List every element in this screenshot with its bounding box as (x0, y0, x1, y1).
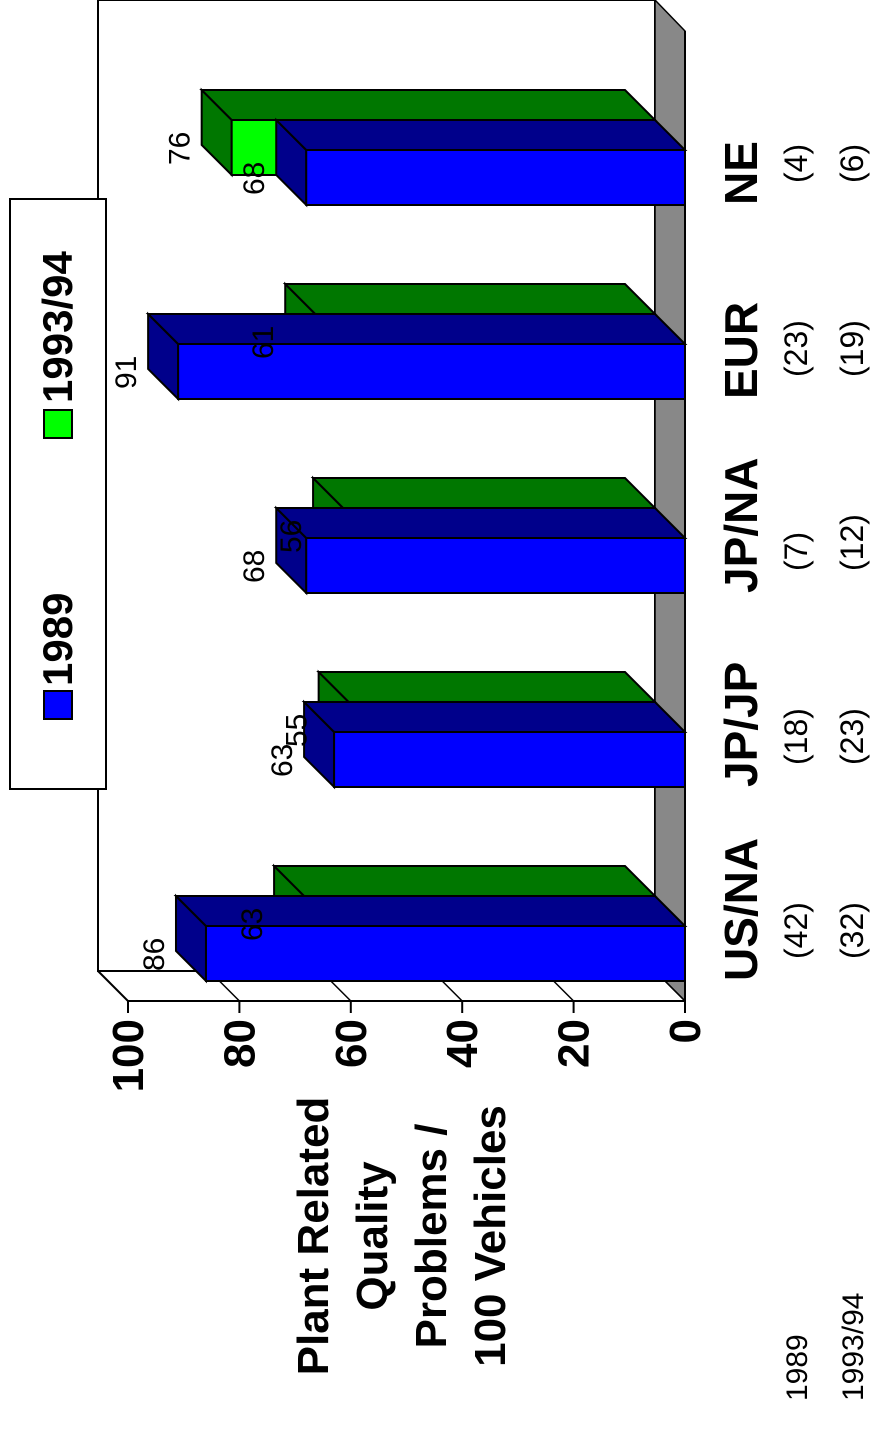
bar-side (282, 283, 658, 315)
x-category-label: EUR (715, 302, 767, 399)
data-label: 68 (238, 162, 271, 195)
data-label: 55 (281, 714, 314, 747)
bar-1989-NE (273, 117, 688, 208)
bar-front (305, 149, 686, 206)
bar-side (316, 671, 658, 703)
y-tick-label: 20 (550, 1019, 599, 1068)
y-axis-title-line: Plant Related (289, 1097, 338, 1376)
bar-front (177, 343, 686, 400)
y-tick-depth (97, 970, 129, 1002)
x-category-label: US/NA (715, 838, 767, 981)
sample-size-label: (23) (778, 320, 814, 377)
bar-1989-JP-NA (273, 505, 688, 596)
sample-size-label: (4) (778, 144, 814, 183)
bar-side (271, 865, 658, 897)
y-axis-title-line: Problems / (407, 1124, 456, 1349)
bar-front (204, 925, 686, 982)
x-category-label: JP/JP (715, 662, 767, 787)
y-axis-title-line: Quality (348, 1161, 397, 1311)
data-label: 63 (236, 908, 269, 941)
y-tick-label: 0 (661, 1019, 710, 1043)
legend-swatch-1989 (43, 690, 73, 720)
bar-side (310, 477, 658, 509)
data-label: 63 (266, 744, 299, 777)
data-label: 76 (164, 132, 197, 165)
bar-side (145, 313, 688, 345)
sample-size-label: (32) (834, 902, 870, 959)
bar-side (273, 119, 688, 151)
bar-1989-US-NA (173, 893, 688, 984)
sample-size-label: (19) (834, 320, 870, 377)
legend-label-1989: 1989 (34, 593, 81, 686)
bar-front (305, 537, 686, 594)
x-category-label: NE (715, 141, 767, 205)
y-tick-label: 40 (438, 1019, 487, 1068)
sample-size-label: (12) (834, 514, 870, 571)
bar-1989-EUR (145, 311, 688, 402)
sample-size-label: (23) (834, 708, 870, 765)
data-label: 56 (275, 520, 308, 553)
data-label: 91 (110, 356, 143, 389)
sample-size-label: (42) (778, 902, 814, 959)
sample-row-label: 1993/94 (837, 1293, 870, 1401)
y-tick-label: 100 (104, 1019, 153, 1092)
sample-size-label: (7) (778, 532, 814, 571)
y-tick-label: 60 (327, 1019, 376, 1068)
bar-side (199, 89, 658, 121)
bar-front (333, 731, 686, 788)
legend-label-1993-94: 1993/94 (34, 251, 81, 403)
bar-side (301, 701, 688, 733)
data-label: 68 (238, 550, 271, 583)
legend-swatch-1993-94 (43, 409, 73, 439)
sample-size-label: (6) (834, 144, 870, 183)
bar-side (273, 507, 688, 539)
sample-size-label: (18) (778, 708, 814, 765)
y-axis-title-line: 100 Vehicles (466, 1105, 515, 1367)
bar-1989-JP-JP (301, 699, 688, 790)
data-label: 61 (247, 326, 280, 359)
y-tick-label: 80 (215, 1019, 264, 1068)
data-label: 86 (138, 938, 171, 971)
x-category-label: JP/NA (715, 458, 767, 593)
sample-row-label: 1989 (781, 1334, 814, 1401)
legend-box (9, 198, 107, 790)
